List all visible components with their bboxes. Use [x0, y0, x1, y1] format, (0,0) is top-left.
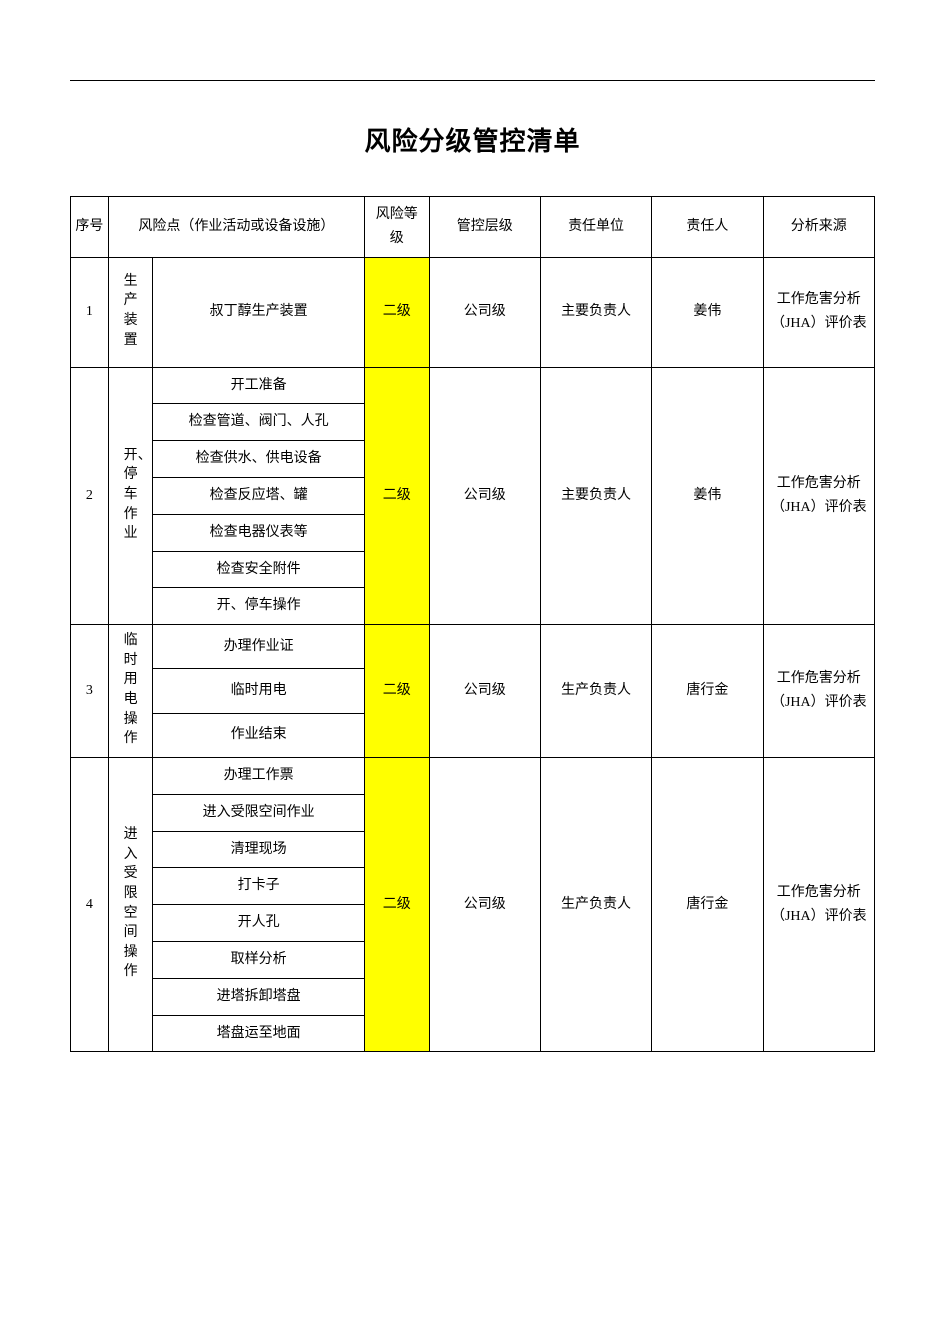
col-risk-level: 风险等级 [364, 197, 429, 258]
cell-activity: 进入受限空间作业 [153, 794, 365, 831]
cell-activity: 打卡子 [153, 868, 365, 905]
cell-control: 公司级 [429, 625, 540, 758]
cell-seq: 3 [71, 625, 109, 758]
col-unit: 责任单位 [540, 197, 651, 258]
cell-person: 唐行金 [652, 757, 763, 1051]
cell-activity: 开工准备 [153, 367, 365, 404]
cell-unit: 生产负责人 [540, 757, 651, 1051]
cell-unit: 主要负责人 [540, 257, 651, 367]
cell-category: 开、停车作业 [108, 367, 153, 625]
cell-activity: 办理工作票 [153, 757, 365, 794]
cell-source: 工作危害分析（JHA）评价表 [763, 625, 874, 758]
cell-seq: 1 [71, 257, 109, 367]
table-header-row: 序号 风险点（作业活动或设备设施） 风险等级 管控层级 责任单位 责任人 分析来… [71, 197, 875, 258]
cell-control: 公司级 [429, 757, 540, 1051]
cell-person: 唐行金 [652, 625, 763, 758]
table-row: 2 开、停车作业 开工准备 二级 公司级 主要负责人 姜伟 工作危害分析（JHA… [71, 367, 875, 404]
cell-control: 公司级 [429, 257, 540, 367]
col-control: 管控层级 [429, 197, 540, 258]
cell-unit: 生产负责人 [540, 625, 651, 758]
cell-unit: 主要负责人 [540, 367, 651, 625]
cell-source: 工作危害分析（JHA）评价表 [763, 757, 874, 1051]
cell-activity: 检查管道、阀门、人孔 [153, 404, 365, 441]
cell-risk-level: 二级 [364, 625, 429, 758]
cell-risk-level: 二级 [364, 367, 429, 625]
col-seq: 序号 [71, 197, 109, 258]
top-rule [70, 80, 875, 81]
cell-activity: 开、停车操作 [153, 588, 365, 625]
cell-activity: 检查供水、供电设备 [153, 441, 365, 478]
cell-activity: 检查反应塔、罐 [153, 477, 365, 514]
cell-category: 进入受限空间操作 [108, 757, 153, 1051]
cell-seq: 4 [71, 757, 109, 1051]
cell-activity: 进塔拆卸塔盘 [153, 978, 365, 1015]
cell-risk-level: 二级 [364, 757, 429, 1051]
cell-activity: 临时用电 [153, 669, 365, 713]
cell-person: 姜伟 [652, 257, 763, 367]
cell-source: 工作危害分析（JHA）评价表 [763, 257, 874, 367]
table-row: 3 临时用电操作 办理作业证 二级 公司级 生产负责人 唐行金 工作危害分析（J… [71, 625, 875, 669]
col-person: 责任人 [652, 197, 763, 258]
page-title: 风险分级管控清单 [70, 121, 875, 158]
table-row: 4 进入受限空间操作 办理工作票 二级 公司级 生产负责人 唐行金 工作危害分析… [71, 757, 875, 794]
risk-table: 序号 风险点（作业活动或设备设施） 风险等级 管控层级 责任单位 责任人 分析来… [70, 196, 875, 1052]
cell-person: 姜伟 [652, 367, 763, 625]
cell-activity: 叔丁醇生产装置 [153, 257, 365, 367]
cell-activity: 取样分析 [153, 941, 365, 978]
cell-activity: 办理作业证 [153, 625, 365, 669]
cell-activity: 作业结束 [153, 713, 365, 757]
cell-seq: 2 [71, 367, 109, 625]
cell-source: 工作危害分析（JHA）评价表 [763, 367, 874, 625]
cell-activity: 检查电器仪表等 [153, 514, 365, 551]
col-source: 分析来源 [763, 197, 874, 258]
col-risk-point: 风险点（作业活动或设备设施） [108, 197, 364, 258]
cell-control: 公司级 [429, 367, 540, 625]
cell-risk-level: 二级 [364, 257, 429, 367]
table-row: 1 生产装置 叔丁醇生产装置 二级 公司级 主要负责人 姜伟 工作危害分析（JH… [71, 257, 875, 367]
cell-activity: 塔盘运至地面 [153, 1015, 365, 1052]
cell-category: 生产装置 [108, 257, 153, 367]
cell-activity: 清理现场 [153, 831, 365, 868]
cell-activity: 检查安全附件 [153, 551, 365, 588]
cell-category: 临时用电操作 [108, 625, 153, 758]
cell-activity: 开人孔 [153, 905, 365, 942]
